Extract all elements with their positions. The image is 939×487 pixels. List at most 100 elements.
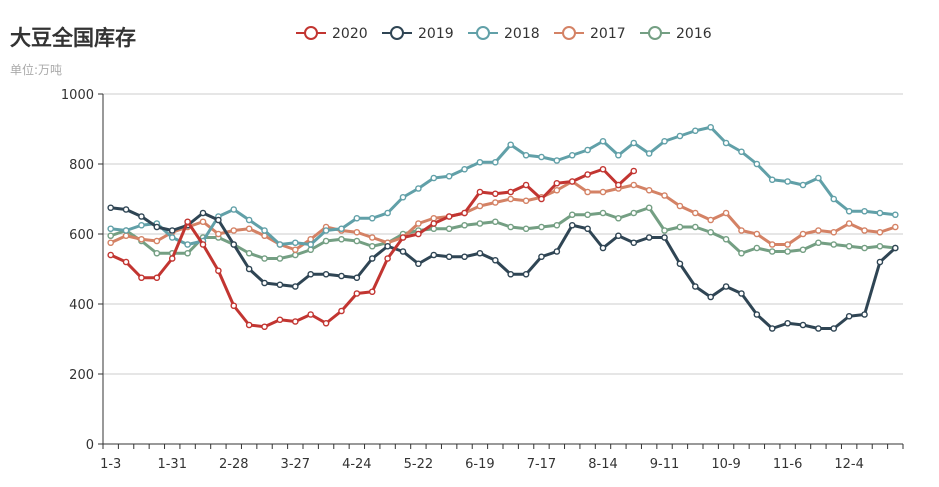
data-point (507, 270, 514, 278)
data-point (415, 260, 422, 268)
data-point (215, 230, 222, 238)
data-point (461, 221, 468, 229)
data-point (815, 227, 822, 234)
data-point (153, 223, 161, 231)
data-point (738, 249, 745, 257)
data-point (461, 209, 468, 217)
data-point (692, 209, 699, 217)
chart-title: 大豆全国库存 (10, 26, 136, 50)
x-tick-label: 9-11 (650, 457, 680, 472)
data-point (645, 150, 653, 157)
data-point (122, 227, 130, 234)
data-point (292, 251, 299, 259)
y-tick-label: 0 (86, 438, 94, 453)
data-point (676, 223, 684, 231)
data-point (799, 181, 807, 189)
data-point (522, 225, 530, 233)
data-point (507, 195, 514, 203)
data-point (830, 228, 838, 236)
data-point (784, 319, 791, 327)
series-2017 (107, 178, 899, 254)
data-point (122, 232, 130, 240)
legend-item-2016[interactable]: 2016 (640, 26, 712, 42)
data-point (107, 239, 114, 247)
legend-item-2018[interactable]: 2018 (468, 26, 540, 42)
data-point (184, 249, 191, 257)
legend-label: 2019 (418, 26, 454, 42)
data-point (861, 227, 868, 234)
data-point (153, 274, 161, 282)
data-point (384, 209, 391, 217)
data-point (492, 190, 499, 198)
data-point (738, 148, 745, 156)
data-point (522, 181, 530, 189)
data-point (630, 209, 638, 217)
data-point (845, 312, 853, 320)
data-point (784, 241, 791, 248)
x-tick-label: 1-3 (100, 457, 121, 472)
x-tick-label: 8-14 (588, 457, 618, 472)
data-point (676, 202, 684, 210)
data-point (599, 165, 607, 173)
legend-marker-icon (476, 26, 490, 40)
chart-subtitle: 单位:万吨 (10, 63, 63, 77)
data-point (522, 151, 530, 159)
data-point (553, 221, 561, 229)
data-point (707, 228, 714, 236)
data-point (815, 239, 822, 247)
series-2016 (107, 204, 899, 262)
series-2020 (107, 165, 638, 331)
data-point (830, 195, 838, 203)
data-point (107, 225, 114, 233)
data-point (307, 241, 314, 248)
y-tick-label: 1000 (61, 88, 94, 103)
data-point (430, 214, 438, 222)
data-point (861, 207, 868, 215)
data-point (307, 270, 314, 278)
legend-item-2020[interactable]: 2020 (296, 26, 368, 42)
data-point (784, 248, 791, 255)
data-point (692, 127, 699, 135)
data-point (830, 241, 838, 248)
legend-item-2019[interactable]: 2019 (382, 26, 454, 42)
data-point (599, 137, 607, 145)
data-point (230, 227, 238, 234)
data-point (738, 227, 745, 234)
data-point (692, 223, 699, 231)
data-point (538, 253, 545, 261)
y-tick-label: 800 (69, 158, 94, 173)
data-point (276, 255, 284, 262)
data-point (338, 235, 345, 243)
data-point (507, 188, 514, 196)
data-point (430, 225, 438, 233)
data-point (292, 318, 299, 325)
data-point (815, 325, 822, 332)
data-point (322, 319, 330, 327)
data-point (676, 132, 684, 140)
data-point (322, 227, 330, 234)
data-point (599, 244, 607, 252)
data-point (230, 302, 238, 310)
data-point (722, 209, 730, 217)
data-point (568, 211, 576, 219)
data-point (845, 242, 853, 250)
data-point (538, 223, 545, 231)
data-point (522, 270, 530, 278)
data-point (168, 227, 176, 234)
data-point (753, 311, 761, 318)
data-point (353, 290, 361, 297)
axes: 0 200 400 600 800 1000 1-3 1-31 2-28 3-27 4-24 5-22… (61, 88, 904, 472)
data-point (168, 255, 176, 262)
legend-marker-icon (390, 26, 404, 40)
data-point (799, 246, 807, 254)
data-point (107, 251, 114, 259)
data-point (492, 256, 499, 264)
series-line (110, 206, 896, 260)
data-point (753, 230, 761, 238)
legend-item-2017[interactable]: 2017 (554, 26, 626, 42)
data-point (168, 234, 176, 241)
data-point (615, 151, 622, 159)
legend-marker-icon (648, 26, 662, 40)
data-point (292, 246, 299, 254)
data-point (784, 178, 791, 185)
